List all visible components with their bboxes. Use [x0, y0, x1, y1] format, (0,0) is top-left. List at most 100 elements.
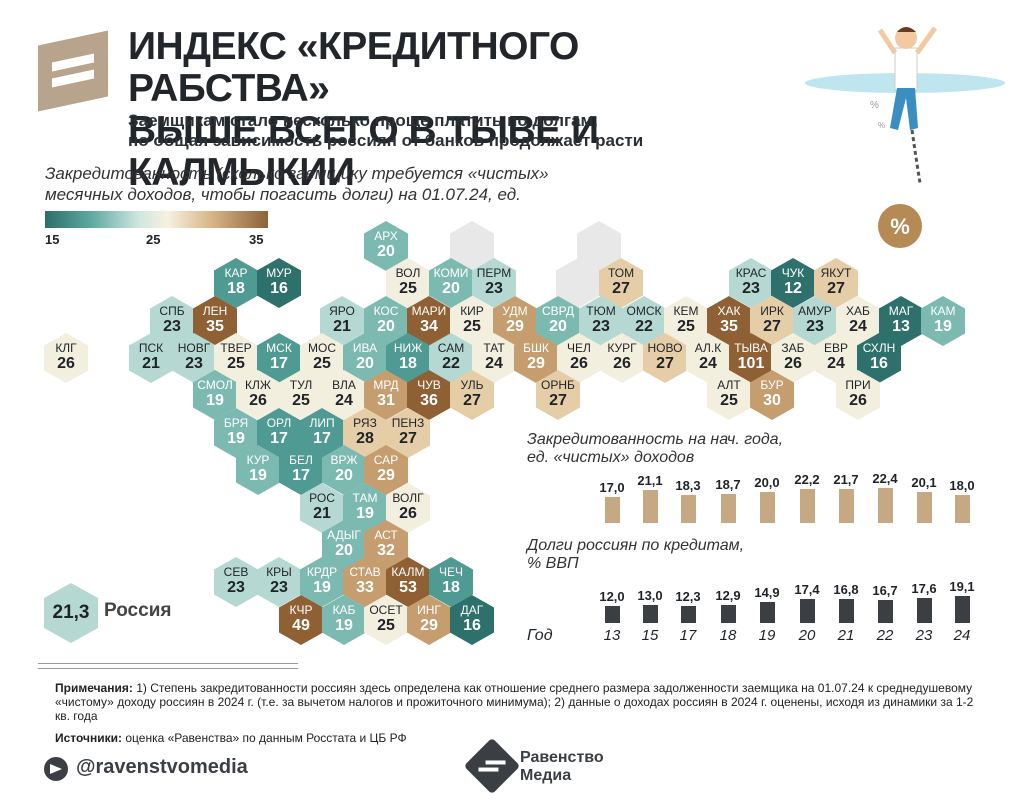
notes: Примечания: 1) Степень закредитованности…: [55, 681, 980, 723]
chart2-bar: [839, 599, 854, 623]
region-abbr: ПСК: [138, 341, 164, 355]
region-abbr: КУРГ: [607, 341, 637, 355]
region-abbr: БШК: [523, 341, 549, 355]
region-abbr: ЧУВ: [417, 378, 441, 392]
region-abbr: ЗАБ: [781, 341, 805, 355]
year-tick-label: 19: [758, 627, 776, 644]
notes-text: 1) Степень закредитованности россиян зде…: [55, 681, 974, 723]
region-abbr: ТУЛ: [289, 378, 313, 392]
brand-line-1: Равенство: [520, 749, 604, 766]
region-value: 19: [313, 579, 331, 596]
region-abbr: ДАГ: [460, 603, 484, 617]
region-abbr: БЕЛ: [289, 453, 313, 467]
region-abbr: РОС: [309, 491, 335, 505]
chart1-title-line-1: Закредитованность на нач. года,: [527, 431, 784, 448]
region-abbr: ИРК: [760, 304, 784, 318]
chart2-bar: [955, 596, 970, 623]
region-abbr: СВРД: [542, 304, 574, 318]
chart2-data-label: 16,7: [872, 582, 898, 598]
region-value: 23: [270, 579, 288, 596]
region-value: 23: [485, 280, 503, 297]
chart1-bar: [681, 494, 696, 523]
chart1-title: Закредитованность на нач. года, ед. «чис…: [527, 431, 783, 467]
region-value: 26: [849, 392, 867, 409]
region-abbr: АЛ.К: [694, 341, 722, 355]
region-hex-вол: ВОЛ 25: [386, 258, 430, 308]
region-value: 29: [506, 318, 524, 335]
telegram-icon[interactable]: [44, 757, 68, 781]
region-value: 20: [335, 542, 353, 559]
region-value: 20: [335, 467, 353, 484]
sources-label: Источники:: [55, 731, 123, 745]
region-abbr: ТАМ: [352, 491, 378, 505]
chart2-data-label: 14,9: [754, 585, 780, 601]
chart1-data-label: 22,4: [872, 471, 898, 487]
region-value: 27: [399, 430, 417, 447]
region-abbr: ВОЛГ: [392, 491, 424, 505]
region-abbr: КИР: [460, 304, 484, 318]
region-abbr: ПРИ: [845, 378, 871, 392]
region-value: 12: [784, 280, 802, 297]
region-abbr: ЧЕЛ: [567, 341, 591, 355]
subtitle-line-1: Заемщикам стало несколько проще платить …: [128, 111, 598, 130]
brand-line-2: Медиа: [520, 767, 572, 784]
chart1-bar: [605, 496, 620, 523]
region-abbr: КЛЖ: [245, 378, 271, 392]
chart2-bar: [917, 598, 932, 623]
region-hex-пенз: ПЕНЗ 27: [386, 408, 430, 458]
chart2-bar: [800, 598, 815, 623]
region-value: 25: [677, 318, 695, 335]
region-value: 25: [463, 318, 481, 335]
divider: [38, 663, 298, 669]
region-abbr: КАМ: [930, 304, 956, 318]
social-handle[interactable]: @ravenstvomedia: [76, 756, 248, 778]
region-value: 27: [549, 392, 567, 409]
region-abbr: ИНГ: [417, 603, 441, 617]
region-abbr: КАЛМ: [391, 565, 425, 579]
region-value: 30: [763, 392, 781, 409]
region-value: 29: [420, 617, 438, 634]
region-abbr: ТВЕР: [220, 341, 252, 355]
region-abbr: ОМСК: [626, 304, 662, 318]
region-value: 21: [333, 318, 351, 335]
svg-text:%: %: [870, 100, 879, 111]
region-abbr: КРАС: [735, 266, 767, 280]
region-hex-пск: ПСК 21: [129, 333, 173, 383]
chart2-data-label: 19,1: [949, 579, 975, 595]
region-value: 25: [313, 355, 331, 372]
chart1-data-label: 17,0: [599, 479, 625, 495]
region-abbr: КАР: [224, 266, 248, 280]
region-hex-бря: БРЯ 19: [214, 408, 258, 458]
region-abbr: КОС: [373, 304, 399, 318]
region-abbr: ХАК: [717, 304, 741, 318]
region-value: 33: [356, 579, 374, 596]
region-abbr: АЛТ: [717, 378, 741, 392]
region-value: 29: [527, 355, 545, 372]
region-hex-тат: ТАТ 24: [472, 333, 516, 383]
region-abbr: ХАБ: [846, 304, 870, 318]
chart1-title-line-2: ед. «чистых» доходов: [527, 449, 695, 466]
region-abbr: ТАТ: [483, 341, 505, 355]
chart1-bar: [955, 495, 970, 523]
chart1-data-label: 18,7: [715, 477, 741, 492]
legend-min: 15: [45, 232, 60, 247]
region-value: 23: [227, 579, 245, 596]
region-abbr: ВЛА: [332, 378, 356, 392]
region-hex-клг: КЛГ 26: [44, 333, 88, 383]
year-tick-label: 15: [641, 627, 659, 644]
region-abbr: ЧУК: [781, 266, 805, 280]
region-value: 26: [399, 505, 417, 522]
region-abbr: ВОЛ: [395, 266, 421, 280]
region-abbr: АДЫГ: [327, 528, 361, 542]
chart1-data-label: 21,7: [833, 472, 859, 488]
chart2-bar: [878, 599, 893, 623]
region-abbr: СТАВ: [349, 565, 381, 579]
region-value: 19: [227, 430, 245, 447]
region-value: 20: [377, 318, 395, 335]
region-hex-кам: КАМ 19: [921, 296, 965, 346]
notes-label: Примечания:: [55, 681, 133, 695]
region-abbr: КРЫ: [266, 565, 292, 579]
region-value: 28: [356, 430, 374, 447]
year-tick-label: 18: [719, 627, 737, 644]
region-value: 24: [827, 355, 845, 372]
